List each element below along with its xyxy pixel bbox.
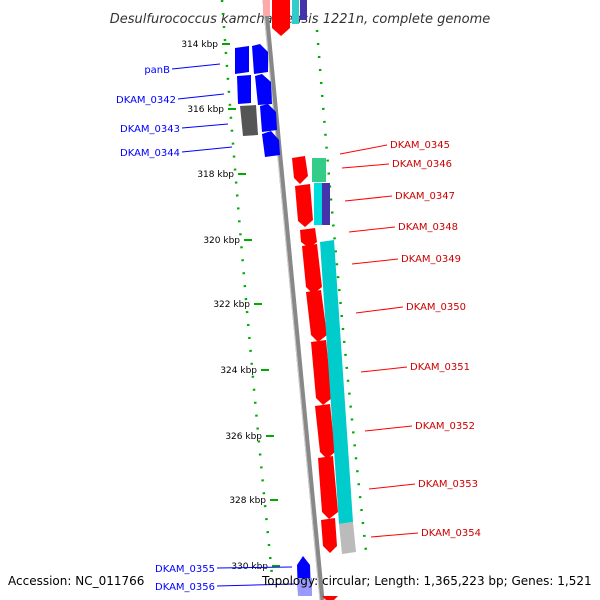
label-leader-line bbox=[351, 258, 399, 265]
tick-label: 322 kbp bbox=[213, 300, 250, 310]
tick-label: 330 kbp bbox=[231, 562, 268, 572]
gene-label[interactable]: DKAM_0356 bbox=[155, 582, 215, 593]
label-leader-line bbox=[360, 366, 408, 373]
gene-label[interactable]: panB bbox=[144, 65, 170, 76]
gene-label[interactable]: DKAM_0346 bbox=[392, 159, 452, 170]
gene-arrow[interactable] bbox=[292, 156, 308, 184]
label-leader-line bbox=[171, 63, 221, 70]
gene-label[interactable]: DKAM_0350 bbox=[406, 302, 466, 313]
label-leader-line bbox=[181, 146, 233, 153]
gene-arrow[interactable] bbox=[260, 104, 277, 132]
gene-arrow[interactable] bbox=[240, 105, 258, 136]
tick-label: 324 kbp bbox=[220, 366, 257, 376]
gene-arrow[interactable] bbox=[255, 74, 272, 105]
label-leader-line bbox=[177, 93, 225, 100]
gene-label[interactable]: DKAM_0344 bbox=[120, 148, 180, 159]
tick-label: 320 kbp bbox=[203, 236, 240, 246]
gene-arrow[interactable] bbox=[235, 46, 249, 74]
gene-arrow[interactable] bbox=[311, 340, 332, 405]
gene-arrow[interactable] bbox=[237, 75, 251, 104]
feature-track bbox=[312, 158, 356, 554]
gene-arrow[interactable] bbox=[300, 228, 317, 248]
genome-backbone-highlight bbox=[262, 0, 321, 600]
gene-label[interactable]: DKAM_0353 bbox=[418, 479, 478, 490]
gene-label[interactable]: DKAM_0352 bbox=[415, 421, 475, 432]
tick-label: 314 kbp bbox=[181, 40, 218, 50]
track-block bbox=[339, 522, 356, 554]
gene-arrow[interactable] bbox=[306, 290, 327, 342]
gene-label[interactable]: DKAM_0342 bbox=[116, 95, 176, 106]
genome-summary: Topology: circular; Length: 1,365,223 bp… bbox=[262, 574, 592, 588]
gene-arrow bbox=[292, 0, 299, 24]
gene-arrow[interactable] bbox=[252, 44, 268, 74]
label-leader-line bbox=[368, 483, 416, 490]
label-leader-line bbox=[348, 226, 396, 233]
gene-arrow bbox=[322, 596, 338, 600]
track-block bbox=[322, 183, 330, 225]
label-leader-line bbox=[216, 583, 295, 587]
gene-label[interactable]: DKAM_0345 bbox=[390, 140, 450, 151]
track-block bbox=[312, 158, 326, 182]
gene-arrow[interactable] bbox=[318, 456, 338, 519]
gene-arrow[interactable] bbox=[321, 518, 337, 553]
track-block bbox=[314, 183, 322, 225]
tick-label: 318 kbp bbox=[197, 170, 234, 180]
tick-label: 316 kbp bbox=[187, 105, 224, 115]
label-leader-line bbox=[344, 195, 393, 202]
gene-label[interactable]: DKAM_0354 bbox=[421, 528, 481, 539]
tick-label: 326 kbp bbox=[225, 432, 262, 442]
gene-arrow bbox=[298, 578, 312, 596]
gene-arrow[interactable] bbox=[295, 184, 313, 227]
label-leader-line bbox=[355, 306, 404, 314]
gene-arrow[interactable] bbox=[262, 131, 280, 157]
label-leader-line bbox=[370, 532, 419, 538]
gene-label[interactable]: DKAM_0355 bbox=[155, 564, 215, 575]
tick-label: 328 kbp bbox=[229, 496, 266, 506]
gene-arrow bbox=[300, 0, 307, 20]
accession-text: Accession: NC_011766 bbox=[8, 574, 145, 588]
forward-strand-genes bbox=[292, 156, 338, 600]
gene-label[interactable]: DKAM_0351 bbox=[410, 362, 470, 373]
scale-ticks: 314 kbp 316 kbp 318 kbp 320 kbp 322 kbp 324 k… bbox=[181, 0, 369, 576]
label-leader-line bbox=[216, 566, 293, 569]
gene-arrow bbox=[263, 0, 270, 16]
gene-arrow[interactable] bbox=[315, 404, 335, 459]
gene-label[interactable]: DKAM_0347 bbox=[395, 191, 455, 202]
label-leader-line bbox=[181, 123, 229, 129]
gene-label[interactable]: DKAM_0343 bbox=[120, 124, 180, 135]
label-leader-line bbox=[339, 144, 388, 155]
top-partial-genes bbox=[263, 0, 307, 36]
left-gene-labels: panB DKAM_0342 DKAM_0343 DKAM_0344 DKAM_0355… bbox=[116, 63, 295, 593]
label-leader-line bbox=[364, 425, 413, 432]
gene-arrow bbox=[272, 0, 290, 36]
genome-backbone bbox=[262, 0, 325, 600]
right-gene-labels: DKAM_0345 DKAM_0346 DKAM_0347 DKAM_0348 DKAM… bbox=[339, 140, 481, 539]
track-block bbox=[320, 240, 353, 524]
gene-label[interactable]: DKAM_0349 bbox=[401, 254, 461, 265]
reverse-strand-genes bbox=[235, 44, 312, 596]
gene-arrow[interactable] bbox=[302, 244, 322, 294]
gene-label[interactable]: DKAM_0348 bbox=[398, 222, 458, 233]
label-leader-line bbox=[341, 163, 390, 169]
